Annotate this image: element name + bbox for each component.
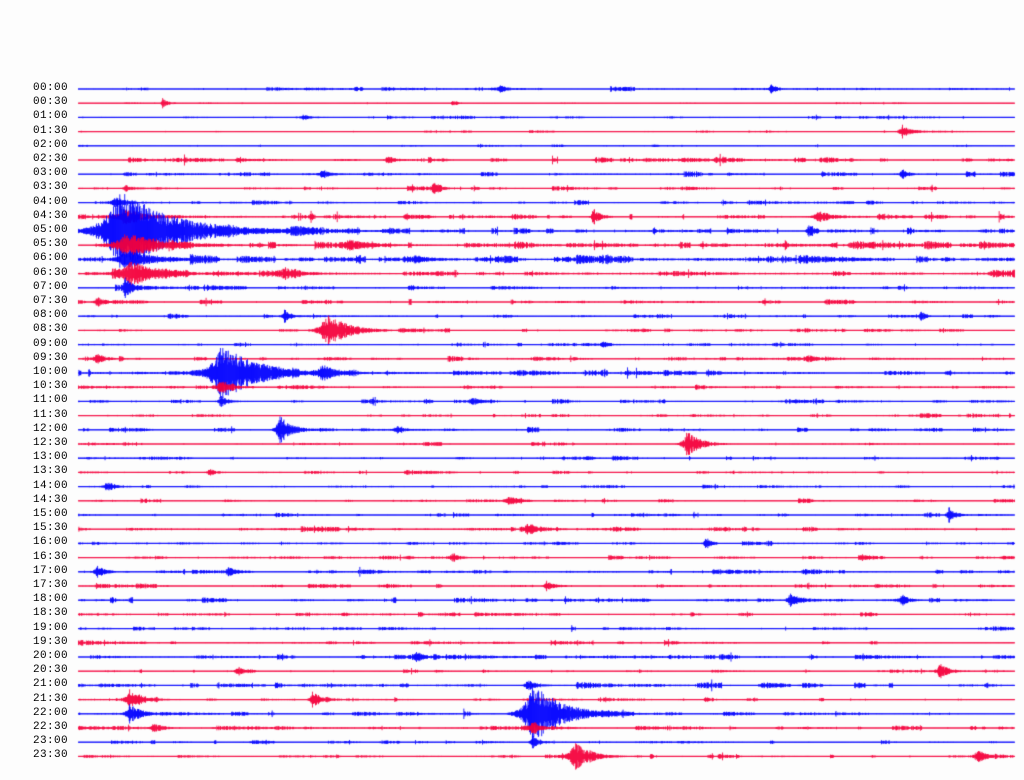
time-tick-label: 17:30: [32, 579, 68, 591]
time-tick-label: 03:00: [32, 167, 68, 180]
time-tick-label: 05:30: [32, 238, 68, 251]
time-tick-label: 19:00: [32, 621, 68, 634]
time-tick-label: 11:00: [32, 394, 68, 407]
time-tick-label: 05:00: [32, 224, 68, 236]
time-tick-label: 08:30: [32, 323, 68, 336]
time-tick-label: 07:00: [32, 280, 68, 293]
time-tick-label: 12:00: [32, 422, 68, 435]
time-tick-label: 13:30: [32, 465, 68, 478]
time-tick-label: 06:00: [32, 252, 68, 265]
time-tick-label: 09:30: [32, 351, 68, 364]
time-tick-label: 18:30: [32, 607, 68, 620]
time-tick-label: 20:30: [32, 664, 68, 677]
time-tick-label: 22:30: [32, 721, 68, 733]
time-tick-label: 14:30: [32, 493, 68, 506]
time-axis: 00:00 00:30 01:00 01:30 02:00 02:30 03:00 03:30…: [0, 0, 74, 780]
time-tick-label: 11:30: [32, 408, 68, 421]
time-tick-label: 23:30: [32, 749, 68, 762]
time-tick-label: 20:00: [32, 650, 68, 662]
time-tick-label: 10:00: [32, 366, 68, 378]
time-tick-label: 04:00: [32, 195, 68, 208]
time-tick-label: 14:00: [32, 479, 68, 492]
time-tick-label: 16:30: [32, 550, 68, 563]
time-tick-label: 17:00: [32, 564, 68, 577]
time-tick-label: 21:00: [32, 678, 68, 691]
time-tick-label: 02:00: [32, 138, 68, 151]
time-tick-label: 03:30: [32, 181, 68, 194]
time-tick-label: 01:00: [32, 110, 68, 123]
time-tick-label: 22:00: [32, 706, 68, 719]
time-tick-label: 10:30: [32, 380, 68, 393]
time-tick-label: 06:30: [32, 266, 68, 279]
time-tick-label: 08:00: [32, 309, 68, 322]
time-tick-label: 13:00: [32, 451, 68, 464]
time-tick-label: 07:30: [32, 295, 68, 307]
time-tick-label: 12:30: [32, 437, 68, 449]
time-tick-label: 01:30: [32, 124, 68, 137]
time-tick-label: 15:00: [32, 508, 68, 520]
time-tick-label: 02:30: [32, 153, 68, 165]
time-tick-label: 00:30: [32, 96, 68, 109]
time-tick-label: 18:00: [32, 593, 68, 606]
time-tick-label: 09:00: [32, 337, 68, 350]
time-tick-label: 04:30: [32, 209, 68, 222]
time-tick-label: 19:30: [32, 635, 68, 648]
time-tick-label: 15:30: [32, 522, 68, 535]
time-tick-label: 21:30: [32, 692, 68, 705]
time-tick-label: 23:00: [32, 735, 68, 748]
time-tick-label: 00:00: [32, 82, 68, 94]
time-tick-label: 16:00: [32, 536, 68, 549]
